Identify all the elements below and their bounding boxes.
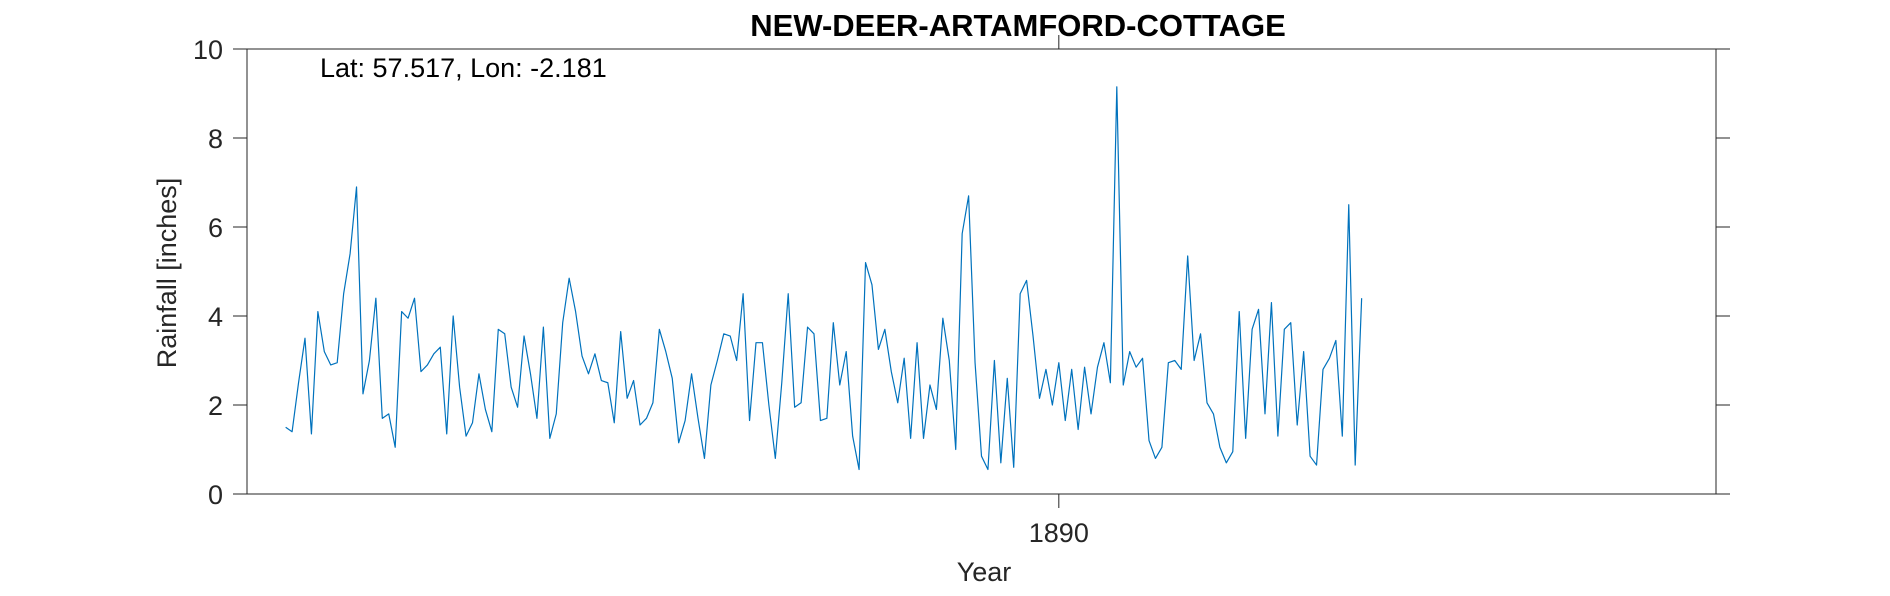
y-tick-label: 0 bbox=[208, 480, 223, 510]
y-tick-label: 4 bbox=[208, 302, 223, 332]
y-tick-label: 8 bbox=[208, 124, 223, 154]
x-tick-label: 1890 bbox=[1029, 518, 1089, 548]
plot-area-box bbox=[246, 48, 1717, 495]
y-tick-label: 2 bbox=[208, 391, 223, 421]
chart-title: NEW-DEER-ARTAMFORD-COTTAGE bbox=[750, 8, 1286, 43]
rainfall-series-line bbox=[285, 86, 1363, 471]
y-tick-label: 10 bbox=[193, 35, 223, 65]
x-axis-label: Year bbox=[957, 557, 1012, 587]
y-axis-label: Rainfall [inches] bbox=[152, 178, 182, 369]
location-annotation: Lat: 57.517, Lon: -2.181 bbox=[320, 53, 607, 83]
y-tick-label: 6 bbox=[208, 213, 223, 243]
